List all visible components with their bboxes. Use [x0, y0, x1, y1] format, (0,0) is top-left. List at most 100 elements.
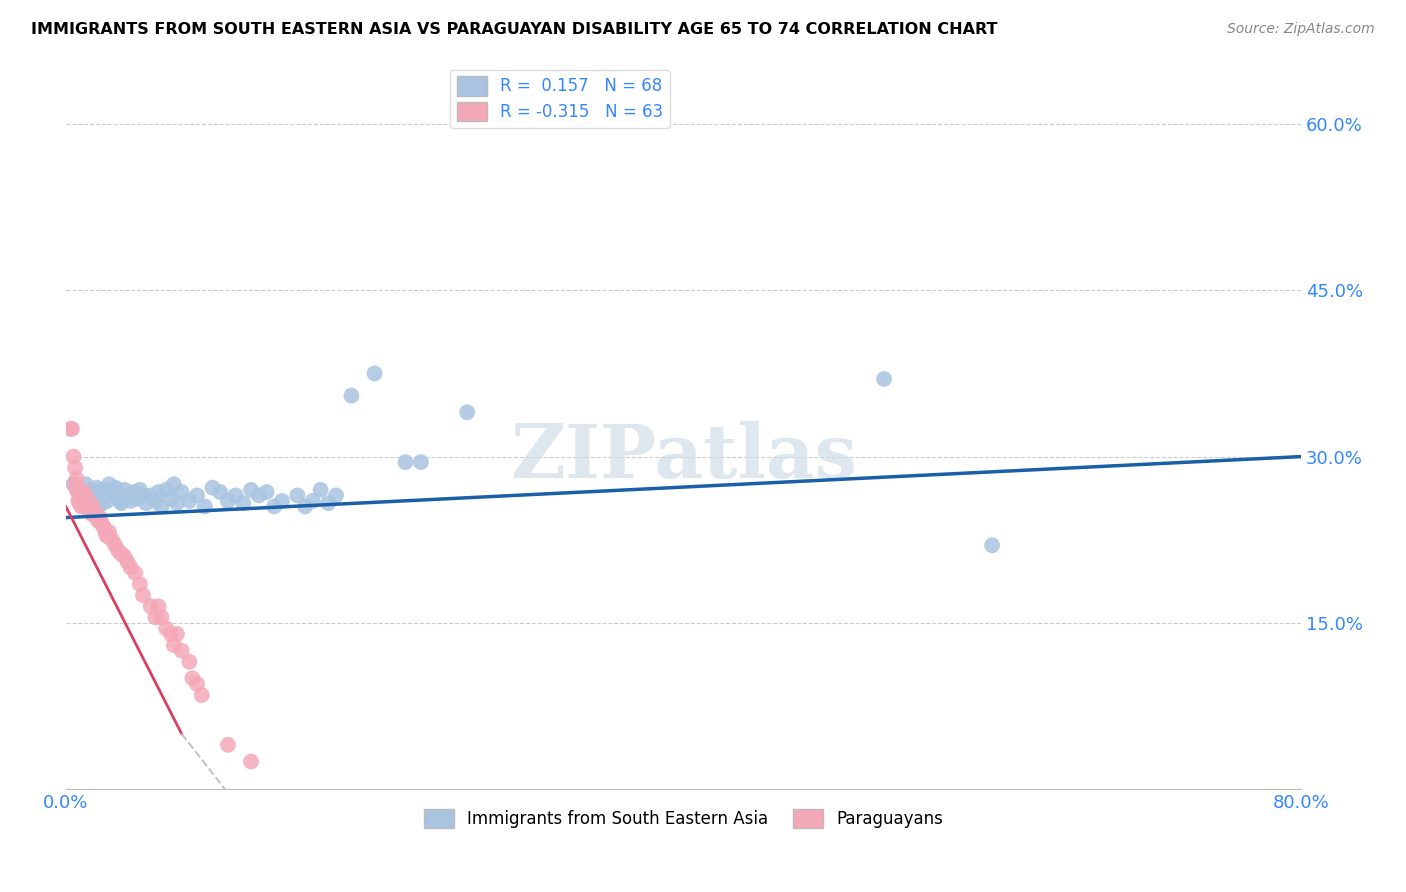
Point — [240, 483, 263, 497]
Point — [93, 483, 115, 497]
Point — [159, 627, 181, 641]
Point — [75, 494, 97, 508]
Point — [77, 483, 100, 497]
Point — [247, 488, 270, 502]
Point — [108, 494, 131, 508]
Point — [104, 481, 127, 495]
Point — [217, 738, 239, 752]
Point — [186, 488, 208, 502]
Point — [456, 405, 478, 419]
Point — [63, 477, 86, 491]
Point — [69, 496, 91, 510]
Point — [190, 688, 212, 702]
Point — [340, 389, 363, 403]
Point — [150, 610, 173, 624]
Point — [143, 610, 166, 624]
Point — [394, 455, 416, 469]
Point — [72, 496, 94, 510]
Point — [101, 533, 124, 547]
Point — [120, 494, 142, 508]
Point — [86, 510, 108, 524]
Point — [271, 494, 294, 508]
Point — [80, 508, 103, 522]
Point — [84, 508, 107, 522]
Point — [166, 627, 188, 641]
Point — [72, 491, 94, 506]
Point — [170, 643, 193, 657]
Point — [75, 491, 97, 506]
Point — [110, 547, 132, 561]
Point — [309, 483, 332, 497]
Point — [89, 510, 111, 524]
Point — [120, 560, 142, 574]
Point — [87, 514, 110, 528]
Point — [232, 496, 254, 510]
Point — [143, 494, 166, 508]
Point — [117, 488, 139, 502]
Point — [62, 450, 84, 464]
Point — [67, 494, 90, 508]
Point — [65, 483, 87, 497]
Point — [155, 622, 177, 636]
Point — [67, 485, 90, 500]
Point — [90, 491, 112, 506]
Point — [79, 505, 101, 519]
Point — [148, 599, 170, 614]
Point — [86, 481, 108, 495]
Point — [301, 494, 323, 508]
Point — [59, 422, 82, 436]
Point — [73, 500, 96, 514]
Point — [96, 529, 118, 543]
Point — [94, 488, 117, 502]
Point — [63, 460, 86, 475]
Point — [129, 577, 152, 591]
Point — [80, 500, 103, 514]
Point — [125, 491, 148, 506]
Point — [132, 588, 155, 602]
Point — [163, 477, 186, 491]
Point — [114, 549, 136, 564]
Point — [84, 496, 107, 510]
Point — [155, 483, 177, 497]
Point — [132, 488, 155, 502]
Point — [80, 494, 103, 508]
Point — [96, 494, 118, 508]
Point — [89, 485, 111, 500]
Point — [65, 472, 87, 486]
Point — [110, 496, 132, 510]
Point — [166, 496, 188, 510]
Point — [77, 503, 100, 517]
Point — [186, 677, 208, 691]
Point — [101, 485, 124, 500]
Text: ZIPatlas: ZIPatlas — [510, 421, 856, 494]
Point — [129, 483, 152, 497]
Point — [70, 500, 93, 514]
Point — [122, 485, 145, 500]
Point — [114, 483, 136, 497]
Point — [94, 527, 117, 541]
Point — [67, 483, 90, 497]
Point — [209, 485, 232, 500]
Point — [124, 566, 146, 580]
Point — [70, 488, 93, 502]
Point — [194, 500, 217, 514]
Point — [148, 485, 170, 500]
Point — [83, 503, 105, 517]
Point — [981, 538, 1004, 552]
Point — [139, 599, 162, 614]
Point — [91, 496, 114, 510]
Point — [76, 500, 98, 514]
Point — [179, 494, 201, 508]
Point — [294, 500, 316, 514]
Point — [69, 483, 91, 497]
Text: IMMIGRANTS FROM SOUTH EASTERN ASIA VS PARAGUAYAN DISABILITY AGE 65 TO 74 CORRELA: IMMIGRANTS FROM SOUTH EASTERN ASIA VS PA… — [31, 22, 997, 37]
Point — [139, 488, 162, 502]
Point — [91, 518, 114, 533]
Point — [79, 485, 101, 500]
Point — [225, 488, 247, 502]
Point — [60, 422, 83, 436]
Point — [73, 494, 96, 508]
Point — [90, 516, 112, 530]
Point — [409, 455, 432, 469]
Point — [98, 524, 121, 539]
